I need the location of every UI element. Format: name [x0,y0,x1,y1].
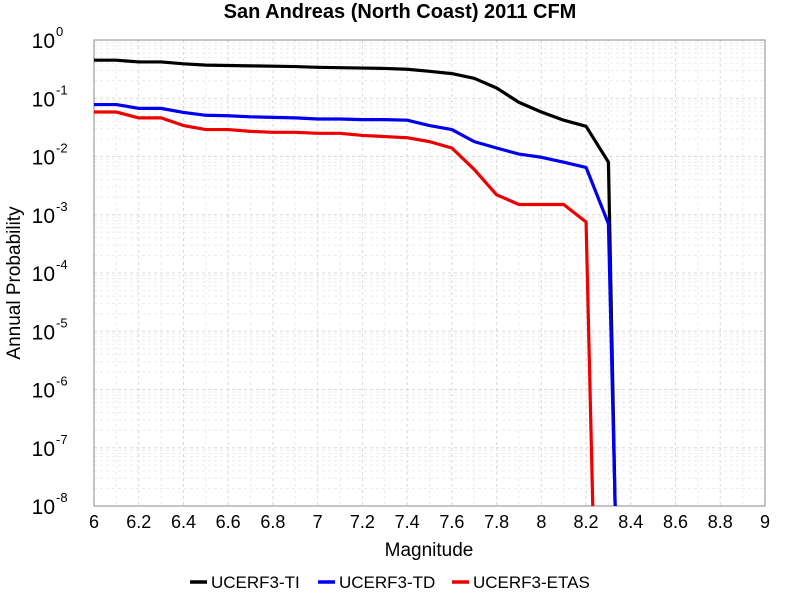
x-axis-ticks: 6 6.2 6.4 6.6 6.8 7 7.2 7.4 7.6 7.8 8 8.2 8.4 8.6 8.8 9 [89,512,770,532]
y-tick-base: 10 [32,438,55,461]
legend-label: UCERF3-ETAS [473,573,590,592]
y-tick-base: 10 [32,147,55,170]
legend-item: UCERF3-TD [318,573,435,592]
series-line-ucerf3-ti [94,58,617,506]
x-tick-label: 8.8 [708,512,733,532]
x-tick-label: 7 [313,512,323,532]
y-tick-exponent: -8 [56,490,68,505]
y-tick-exponent: -4 [56,257,68,272]
x-axis-label: Magnitude [385,540,474,561]
chart-title: San Andreas (North Coast) 2011 CFM [224,1,577,23]
legend-item: UCERF3-TI [190,573,300,592]
x-tick-label: 7.6 [439,512,464,532]
series-layer [94,58,617,506]
y-tick-label: 10 -1 [32,82,68,111]
x-tick-label: 6 [89,512,99,532]
legend-label: UCERF3-TD [339,573,435,592]
x-tick-label: 8.4 [618,512,643,532]
y-axis-label: Annual Probability [4,206,25,360]
y-tick-label: 10 -5 [32,315,68,344]
y-tick-label: 10 -2 [32,141,68,170]
y-tick-base: 10 [32,205,55,228]
y-tick-exponent: -5 [56,315,68,330]
y-tick-base: 10 [32,321,55,344]
legend-item: UCERF3-ETAS [452,573,590,592]
y-tick-base: 10 [32,30,55,53]
x-tick-label: 8.6 [663,512,688,532]
legend-label: UCERF3-TI [211,573,300,592]
y-tick-exponent: -2 [56,141,68,156]
y-tick-exponent: -1 [56,82,68,97]
y-tick-base: 10 [32,380,55,403]
x-tick-label: 6.2 [126,512,151,532]
y-tick-label: 10 -7 [32,432,68,461]
x-tick-label: 6.8 [260,512,285,532]
x-tick-label: 9 [760,512,770,532]
grid [93,40,766,507]
y-tick-exponent: -7 [56,432,68,447]
y-tick-exponent: 0 [56,24,63,39]
y-tick-label: 10 -6 [32,374,68,403]
y-tick-label: 10 -3 [32,199,68,228]
y-tick-label: 10 0 [32,24,64,53]
y-tick-exponent: -6 [56,374,68,389]
y-tick-exponent: -3 [56,199,68,214]
legend: UCERF3-TI UCERF3-TD UCERF3-ETAS [190,573,590,592]
x-tick-label: 6.4 [171,512,196,532]
y-tick-base: 10 [32,88,55,111]
x-tick-label: 8.2 [574,512,599,532]
x-tick-label: 7.8 [484,512,509,532]
x-tick-label: 6.6 [216,512,241,532]
series-line-ucerf3-td [94,102,617,506]
series-line-ucerf3-etas [94,110,595,506]
y-tick-base: 10 [32,263,55,286]
x-tick-label: 7.2 [350,512,375,532]
y-tick-label: 10 -8 [32,490,68,519]
x-tick-label: 7.4 [395,512,420,532]
y-tick-base: 10 [32,496,55,519]
y-tick-label: 10 -4 [32,257,68,286]
plot-frame [93,39,766,507]
x-tick-label: 8 [536,512,546,532]
